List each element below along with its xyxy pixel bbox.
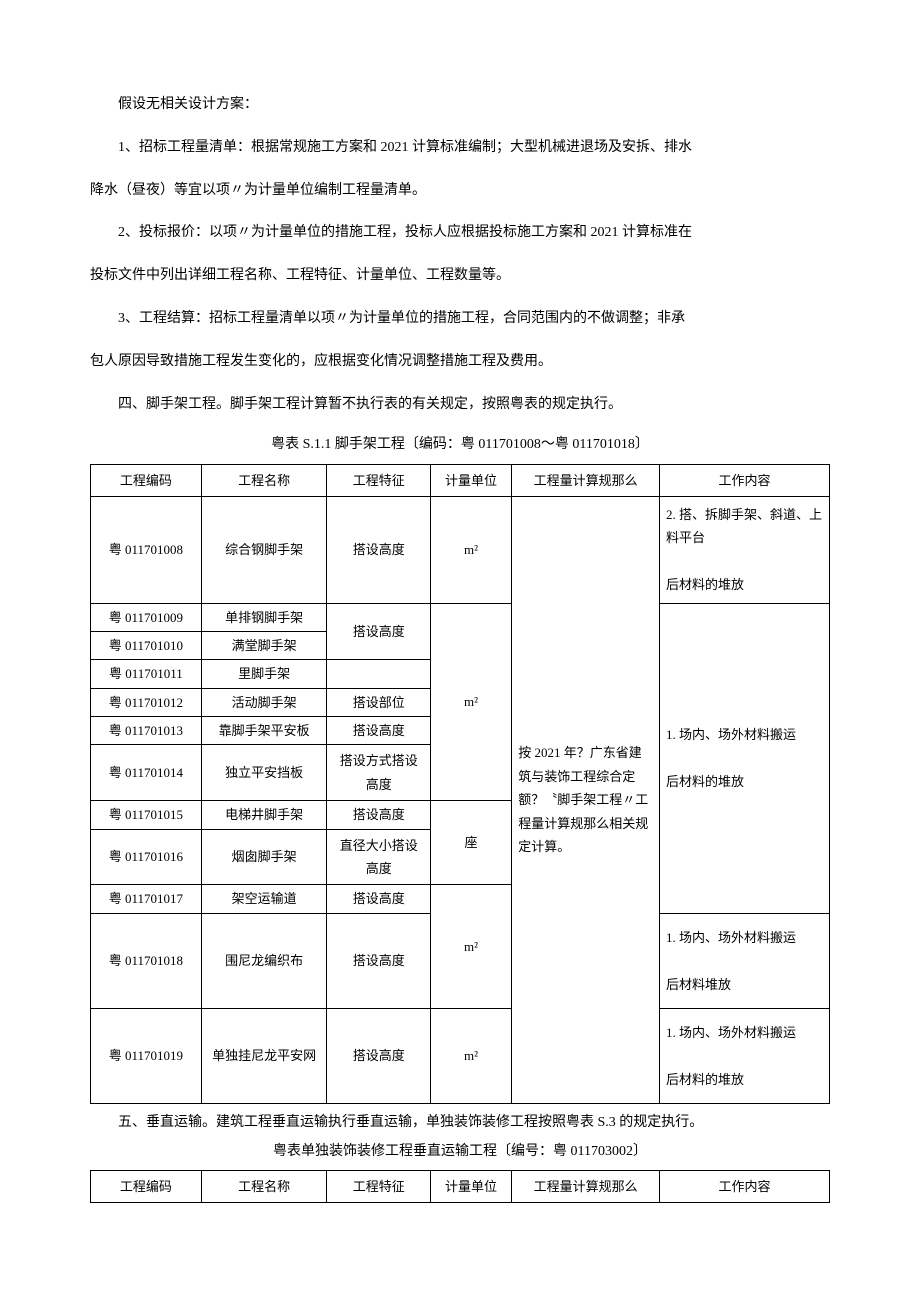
section5: 五、垂直运输。建筑工程垂直运输执行垂直运输，单独装饰装修工程按照粤表 S.3 的… (90, 1108, 830, 1139)
cell-code: 粤 011701019 (91, 1008, 202, 1103)
cell-feat (327, 660, 430, 688)
cell-code: 粤 011701015 (91, 801, 202, 829)
cell-work: 1. 场内、场外材料搬运 后材料的堆放 (660, 603, 830, 913)
cell-name: 独立平安挡板 (201, 745, 327, 801)
intro-line2b: 投标文件中列出详细工程名称、工程特征、计量单位、工程数量等。 (90, 261, 830, 292)
intro-line2: 2、投标报价：以项〃为计量单位的措施工程，投标人应根据投标施工方案和 2021 … (90, 218, 830, 249)
th-rule: 工程量计算规那么 (512, 464, 660, 496)
intro-line4: 四、脚手架工程。脚手架工程计算暂不执行表的有关规定，按照粤表的规定执行。 (90, 390, 830, 421)
th-code: 工程编码 (91, 1170, 202, 1202)
cell-name: 围尼龙编织布 (201, 913, 327, 1008)
cell-unit: m² (430, 1008, 511, 1103)
cell-name: 单独挂尼龙平安网 (201, 1008, 327, 1103)
intro-line3b: 包人原因导致措施工程发生变化的，应根据变化情况调整措施工程及费用。 (90, 347, 830, 378)
cell-name: 靠脚手架平安板 (201, 717, 327, 745)
cell-feat: 搭设高度 (327, 801, 430, 829)
table-row: 粤 011701009 单排钢脚手架 搭设高度 m² 1. 场内、场外材料搬运 … (91, 603, 830, 631)
table1: 工程编码 工程名称 工程特征 计量单位 工程量计算规那么 工作内容 粤 0117… (90, 464, 830, 1104)
th-code: 工程编码 (91, 464, 202, 496)
cell-unit: m² (430, 885, 511, 1008)
intro-line1: 1、招标工程量清单：根据常规施工方案和 2021 计算标准编制；大型机械进退场及… (90, 133, 830, 164)
table2-header-row: 工程编码 工程名称 工程特征 计量单位 工程量计算规那么 工作内容 (91, 1170, 830, 1202)
intro-line1b: 降水（昼夜）等宜以项〃为计量单位编制工程量清单。 (90, 176, 830, 207)
table2-title: 粤表单独装饰装修工程垂直运输工程〔编号：粤 011703002〕 (90, 1139, 830, 1164)
table2: 工程编码 工程名称 工程特征 计量单位 工程量计算规那么 工作内容 (90, 1170, 830, 1203)
cell-name: 里脚手架 (201, 660, 327, 688)
cell-feat: 搭设高度 (327, 603, 430, 660)
th-rule: 工程量计算规那么 (512, 1170, 660, 1202)
cell-code: 粤 011701010 (91, 631, 202, 659)
cell-feat: 搭设方式搭设高度 (327, 745, 430, 801)
cell-name: 活动脚手架 (201, 688, 327, 716)
cell-unit: m² (430, 496, 511, 603)
cell-name: 架空运输道 (201, 885, 327, 913)
cell-code: 粤 011701008 (91, 496, 202, 603)
intro-line0: 假设无相关设计方案： (90, 90, 830, 121)
cell-name: 综合钢脚手架 (201, 496, 327, 603)
cell-feat: 搭设高度 (327, 717, 430, 745)
table1-title: 粤表 S.1.1 脚手架工程〔编码：粤 011701008～粤 01170101… (90, 432, 830, 457)
cell-code: 粤 011701017 (91, 885, 202, 913)
cell-work: 1. 场内、场外材料搬运 后材料的堆放 (660, 1008, 830, 1103)
th-work: 工作内容 (660, 464, 830, 496)
cell-name: 单排钢脚手架 (201, 603, 327, 631)
cell-rule: 按 2021 年？广东省建筑与装饰工程综合定额？〝脚手架工程〃工程量计算规那么相… (512, 496, 660, 1103)
cell-feat: 直径大小搭设高度 (327, 829, 430, 885)
cell-feat: 搭设部位 (327, 688, 430, 716)
cell-code: 粤 011701011 (91, 660, 202, 688)
th-work: 工作内容 (660, 1170, 830, 1202)
cell-feat: 搭设高度 (327, 913, 430, 1008)
cell-code: 粤 011701016 (91, 829, 202, 885)
th-feat: 工程特征 (327, 464, 430, 496)
cell-code: 粤 011701009 (91, 603, 202, 631)
cell-code: 粤 011701012 (91, 688, 202, 716)
cell-feat: 搭设高度 (327, 1008, 430, 1103)
cell-name: 电梯井脚手架 (201, 801, 327, 829)
cell-name: 满堂脚手架 (201, 631, 327, 659)
cell-code: 粤 011701013 (91, 717, 202, 745)
cell-unit: 座 (430, 801, 511, 885)
cell-unit: m² (430, 603, 511, 801)
intro-line3: 3、工程结算：招标工程量清单以项〃为计量单位的措施工程，合同范围内的不做调整；非… (90, 304, 830, 335)
th-feat: 工程特征 (327, 1170, 430, 1202)
th-unit: 计量单位 (430, 1170, 511, 1202)
cell-code: 粤 011701014 (91, 745, 202, 801)
cell-feat: 搭设高度 (327, 885, 430, 913)
cell-work: 1. 场内、场外材料搬运 后材料堆放 (660, 913, 830, 1008)
table1-header-row: 工程编码 工程名称 工程特征 计量单位 工程量计算规那么 工作内容 (91, 464, 830, 496)
cell-feat: 搭设高度 (327, 496, 430, 603)
cell-name: 烟囱脚手架 (201, 829, 327, 885)
th-name: 工程名称 (201, 464, 327, 496)
table-row: 粤 011701019 单独挂尼龙平安网 搭设高度 m² 1. 场内、场外材料搬… (91, 1008, 830, 1103)
cell-work: 2. 搭、拆脚手架、斜道、上料平台 后材料的堆放 (660, 496, 830, 603)
table-row: 粤 011701008 综合钢脚手架 搭设高度 m² 按 2021 年？广东省建… (91, 496, 830, 603)
th-unit: 计量单位 (430, 464, 511, 496)
cell-code: 粤 011701018 (91, 913, 202, 1008)
th-name: 工程名称 (201, 1170, 327, 1202)
